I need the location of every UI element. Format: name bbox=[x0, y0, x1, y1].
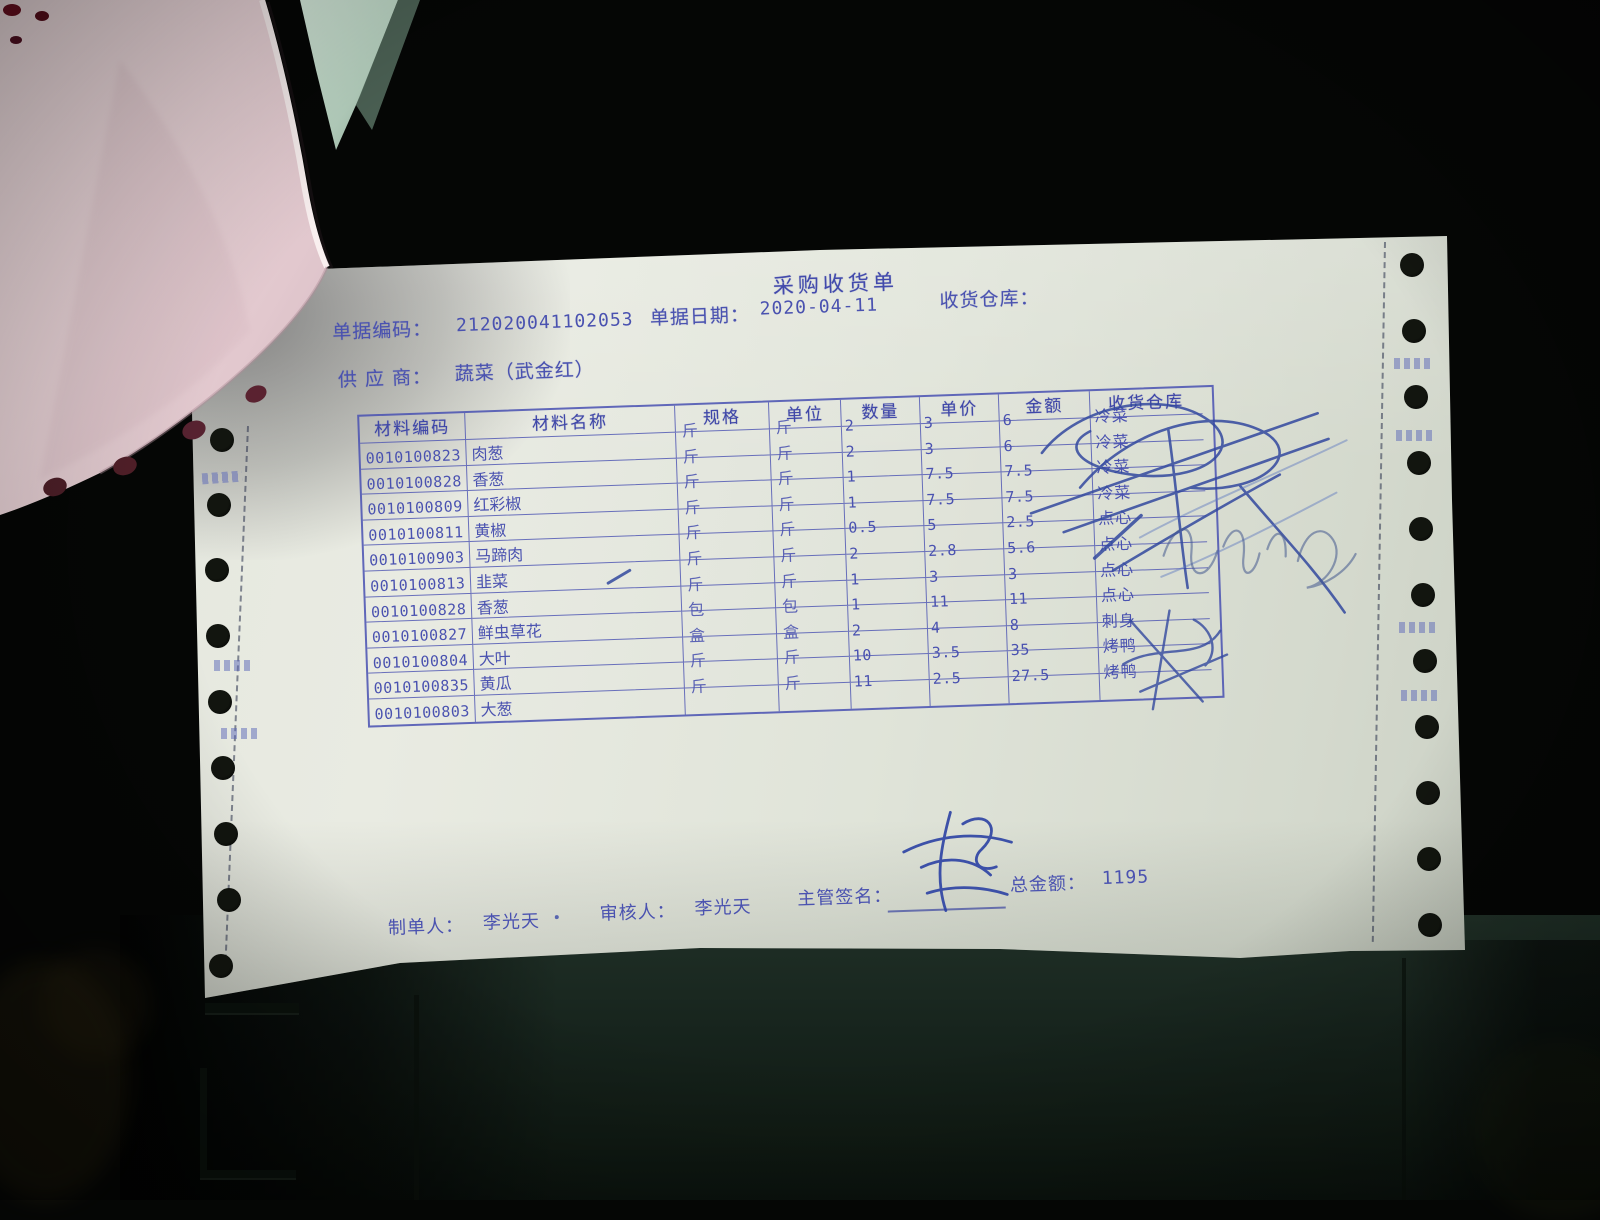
mint-sheet-edge bbox=[356, 0, 420, 130]
tractor-hole bbox=[1415, 715, 1439, 739]
red-speck bbox=[10, 36, 22, 44]
tractor-hole bbox=[211, 756, 235, 780]
tractor-hole bbox=[1402, 319, 1426, 343]
registration-mark bbox=[1401, 690, 1441, 701]
pink-tractor-hole bbox=[113, 456, 137, 476]
pink-tractor-hole bbox=[245, 385, 267, 403]
mint-sheet bbox=[300, 0, 398, 150]
background-blob bbox=[40, 950, 150, 1060]
pen-tick bbox=[606, 568, 632, 585]
signature-scribble bbox=[902, 810, 1013, 912]
pink-sheet-lower-edge bbox=[99, 266, 329, 475]
pink-sheet-torn-edge bbox=[259, 0, 330, 269]
registration-mark bbox=[214, 660, 254, 671]
tractor-hole bbox=[1416, 781, 1440, 805]
tractor-hole bbox=[1409, 517, 1433, 541]
pen-scribble-note bbox=[1162, 528, 1357, 589]
registration-mark bbox=[1399, 622, 1439, 633]
tractor-hole bbox=[1400, 253, 1424, 277]
surface-shadow-right bbox=[1395, 940, 1600, 1200]
pink-sheet-edge-shadow bbox=[266, 1, 334, 269]
surface-groove-vertical bbox=[200, 1068, 207, 1180]
tractor-hole bbox=[210, 428, 234, 452]
pen-scribble-large bbox=[1029, 402, 1348, 614]
red-speck bbox=[35, 11, 49, 21]
printed-content: 采购收货单 单据编码： 212020041102053 单据日期： 2020-0… bbox=[320, 236, 1464, 978]
tractor-hole bbox=[206, 624, 230, 648]
tractor-hole bbox=[1413, 649, 1437, 673]
pink-tractor-hole bbox=[182, 420, 206, 440]
tractor-hole bbox=[1417, 847, 1441, 871]
tractor-hole bbox=[214, 822, 238, 846]
red-speck bbox=[3, 4, 21, 16]
surface-groove-notch bbox=[205, 1003, 299, 1015]
registration-mark bbox=[1396, 430, 1436, 441]
tractor-hole bbox=[209, 954, 233, 978]
registration-mark bbox=[221, 728, 261, 739]
registration-mark bbox=[1394, 358, 1434, 369]
tractor-hole bbox=[207, 493, 231, 517]
pen-scribble-lower bbox=[1122, 609, 1229, 711]
tractor-hole bbox=[205, 558, 229, 582]
tractor-hole bbox=[208, 690, 232, 714]
pink-tractor-hole bbox=[43, 477, 67, 497]
tractor-hole bbox=[1407, 451, 1431, 475]
tractor-hole bbox=[217, 888, 241, 912]
background-blob bbox=[0, 960, 130, 1200]
surface-seam-line bbox=[1402, 958, 1406, 1200]
surface-seam-line bbox=[414, 995, 419, 1200]
tractor-hole bbox=[1418, 913, 1442, 937]
tractor-hole bbox=[1404, 385, 1428, 409]
surface-groove-horizontal bbox=[200, 1170, 296, 1180]
tractor-hole bbox=[1411, 583, 1435, 607]
pink-sheet-shading bbox=[40, 60, 250, 480]
